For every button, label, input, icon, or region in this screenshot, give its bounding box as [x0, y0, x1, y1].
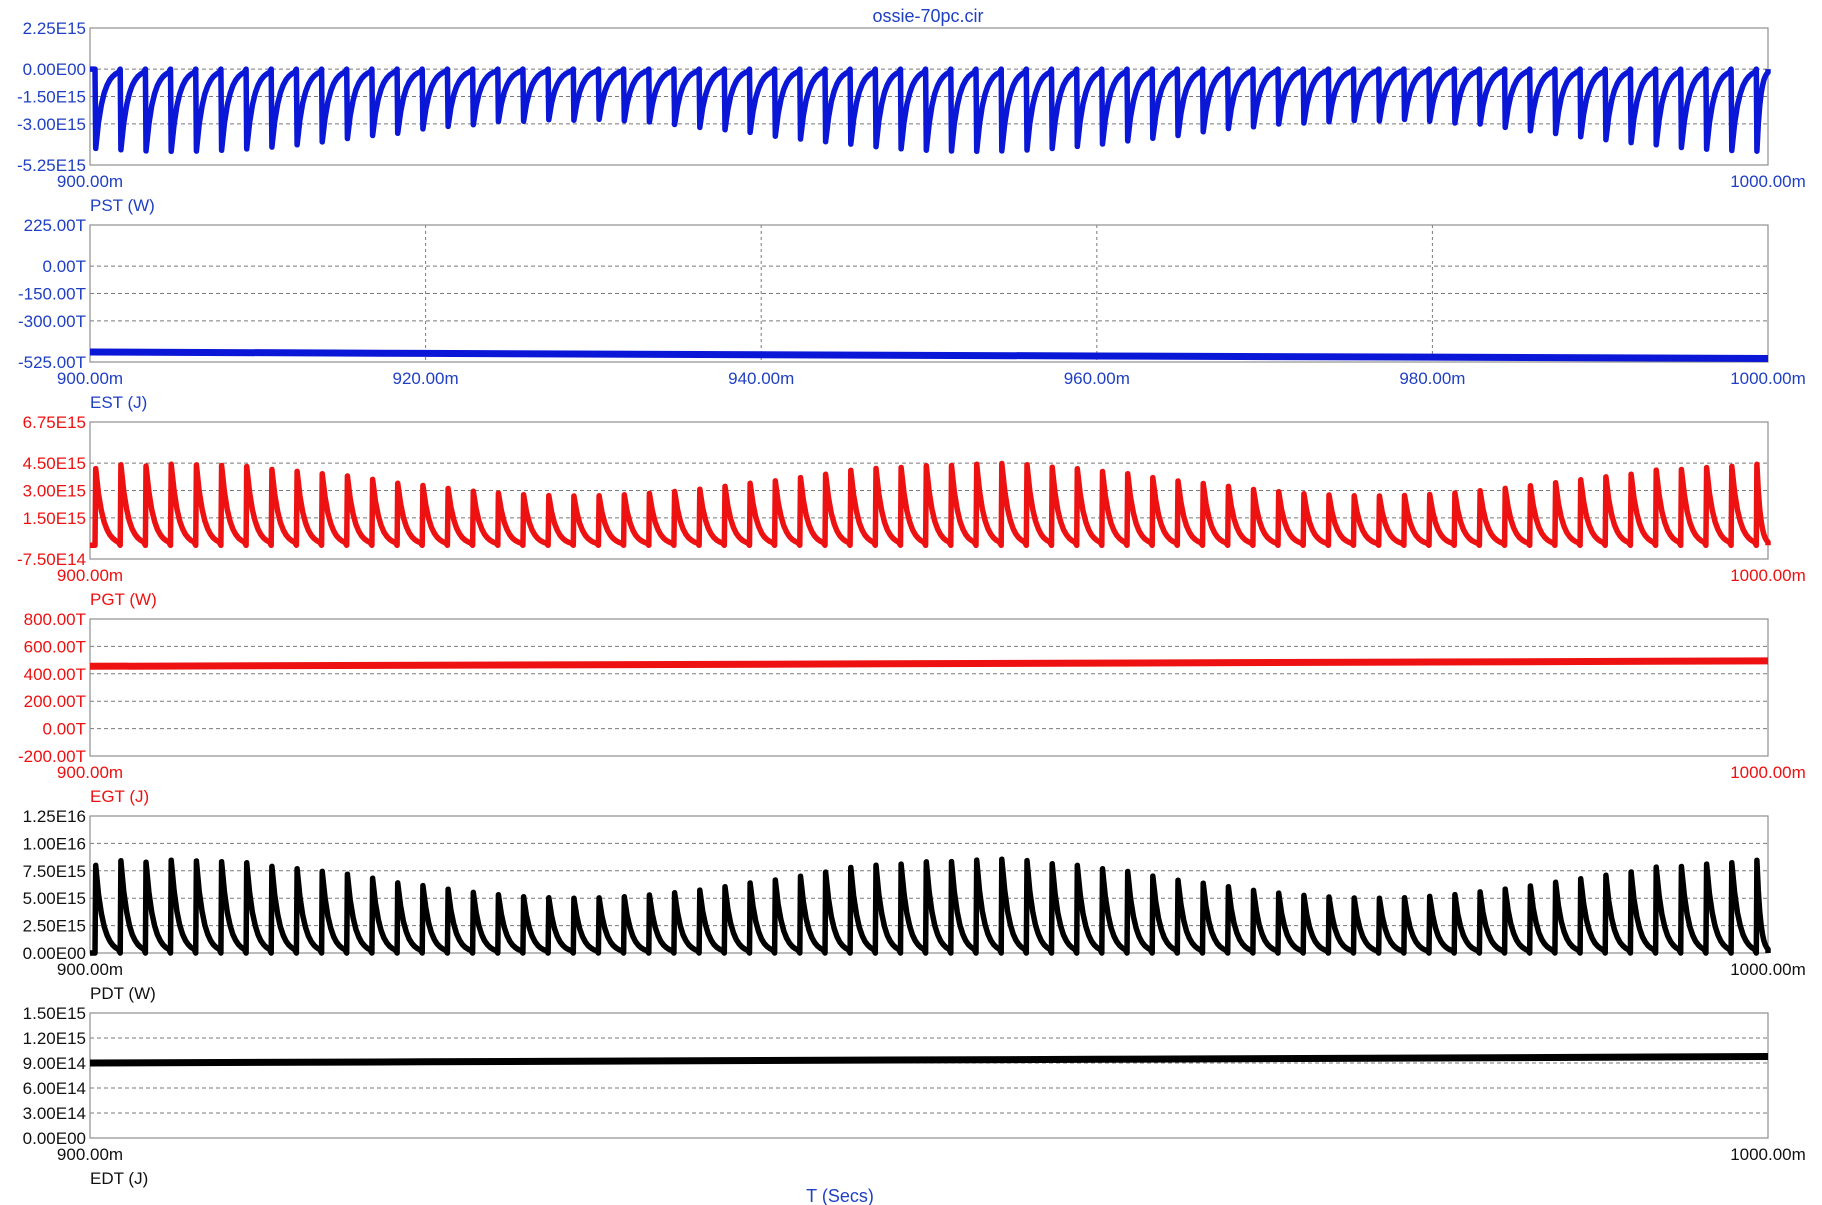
y-tick-label: 1.00E16 — [23, 834, 86, 853]
x-tick-label: 1000.00m — [1730, 369, 1806, 388]
chart-panel-3: 6.75E15 4.50E15 3.00E15 1.50E15 -7.50E14900.… — [17, 413, 1806, 609]
y-tick-label: 1.25E16 — [23, 807, 86, 826]
x-tick-label: 900.00m — [57, 172, 123, 191]
y-tick-label: 1.50E15 — [23, 1004, 86, 1023]
series-label: PGT (W) — [90, 590, 157, 609]
series-line — [89, 1053, 1769, 1067]
series-label: EST (J) — [90, 393, 147, 412]
y-tick-label: 0.00T — [43, 720, 86, 739]
y-tick-label: 0.00E00 — [23, 944, 86, 963]
y-tick-label: 1.20E15 — [23, 1029, 86, 1048]
y-tick-label: 3.00E15 — [23, 482, 86, 501]
series-line — [90, 460, 1771, 549]
y-tick-label: 1.50E15 — [23, 509, 86, 528]
x-axis-label: T (Secs) — [806, 1186, 874, 1205]
x-tick-label: 1000.00m — [1730, 172, 1806, 191]
y-tick-label: 7.50E15 — [23, 862, 86, 881]
y-tick-label: -150.00T — [18, 285, 86, 304]
x-tick-label: 920.00m — [393, 369, 459, 388]
series-label: EDT (J) — [90, 1169, 148, 1188]
chart-panel-6: 1.50E15 1.20E15 9.00E14 6.00E14 3.00E14 0.00E… — [23, 1004, 1806, 1188]
x-tick-label: 980.00m — [1399, 369, 1465, 388]
plot-frame — [89, 1012, 1769, 1139]
series-label: EGT (J) — [90, 787, 149, 806]
x-tick-label: 1000.00m — [1730, 1145, 1806, 1164]
y-tick-label: 2.50E15 — [23, 917, 86, 936]
plot-frame — [89, 815, 1769, 954]
x-tick-label: 900.00m — [57, 763, 123, 782]
x-tick-label: 1000.00m — [1730, 566, 1806, 585]
y-tick-label: -1.50E15 — [17, 88, 86, 107]
y-tick-label: 0.00E00 — [23, 1129, 86, 1148]
chart-panel-1: 2.25E15 0.00E00 -1.50E15 -3.00E15 -5.25E1590… — [17, 19, 1806, 215]
x-tick-label: 900.00m — [57, 566, 123, 585]
y-tick-label: -525.00T — [18, 353, 86, 372]
y-tick-label: 800.00T — [24, 610, 86, 629]
x-tick-label: 940.00m — [728, 369, 794, 388]
y-tick-label: 0.00T — [43, 257, 86, 276]
x-tick-label: 900.00m — [57, 960, 123, 979]
x-tick-label: 900.00m — [57, 369, 123, 388]
y-tick-label: 200.00T — [24, 692, 86, 711]
x-tick-label: 960.00m — [1064, 369, 1130, 388]
plot-frame — [89, 618, 1769, 757]
chart-panel-5: 1.25E16 1.00E16 7.50E15 5.00E15 2.50E15 0.00E… — [23, 807, 1806, 1003]
y-tick-label: -3.00E15 — [17, 115, 86, 134]
series-line — [89, 657, 1769, 670]
y-tick-label: -200.00T — [18, 747, 86, 766]
y-tick-label: 600.00T — [24, 637, 86, 656]
y-tick-label: 6.75E15 — [23, 413, 86, 432]
plot-frame — [89, 27, 1769, 166]
y-tick-label: 4.50E15 — [23, 454, 86, 473]
series-line — [90, 66, 1771, 155]
y-tick-label: -300.00T — [18, 312, 86, 331]
plot-frame — [89, 421, 1769, 560]
x-tick-label: 1000.00m — [1730, 960, 1806, 979]
series-label: PST (W) — [90, 196, 155, 215]
series-line — [90, 856, 1771, 956]
chart-title: ossie-70pc.cir — [872, 6, 983, 26]
y-tick-label: 5.00E15 — [23, 889, 86, 908]
x-tick-label: 1000.00m — [1730, 763, 1806, 782]
chart-panel-4: 800.00T 600.00T 400.00T 200.00T 0.00T -200.00… — [18, 610, 1806, 806]
y-tick-label: -7.50E14 — [17, 550, 86, 569]
series-label: PDT (W) — [90, 984, 156, 1003]
y-tick-label: -5.25E15 — [17, 156, 86, 175]
series-line — [89, 348, 1769, 362]
y-tick-label: 9.00E14 — [23, 1054, 86, 1073]
y-tick-label: 3.00E14 — [23, 1104, 86, 1123]
chart-panel-2: 225.00T 0.00T -150.00T -300.00T -525.00T900.… — [18, 216, 1806, 412]
y-tick-label: 0.00E00 — [23, 60, 86, 79]
x-tick-label: 900.00m — [57, 1145, 123, 1164]
y-tick-label: 2.25E15 — [23, 19, 86, 38]
y-tick-label: 225.00T — [24, 216, 86, 235]
y-tick-label: 400.00T — [24, 665, 86, 684]
plot-frame — [89, 224, 1769, 363]
y-tick-label: 6.00E14 — [23, 1079, 86, 1098]
